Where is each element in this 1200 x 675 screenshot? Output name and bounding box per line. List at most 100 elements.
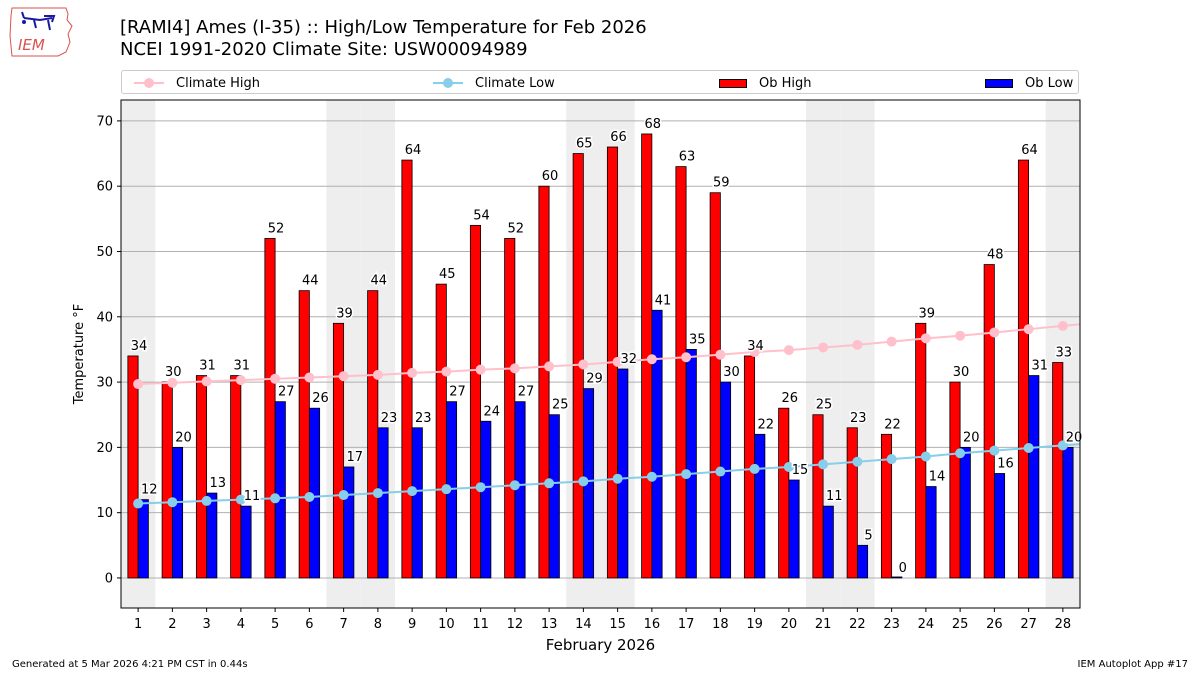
ob-low-data-label: 30: [723, 365, 740, 380]
ob-low-data-label: 20: [1066, 430, 1083, 445]
climate-low-point: [235, 494, 246, 505]
climate-high-point: [1023, 324, 1034, 335]
ob-high-bar: [332, 322, 345, 579]
climate-low-point: [681, 469, 692, 480]
x-tick-label: 25: [952, 617, 969, 632]
climate-high-point: [578, 359, 589, 370]
climate-high-point: [441, 366, 452, 377]
climate-low-point: [955, 448, 966, 459]
ob-low-data-label: 23: [415, 411, 432, 426]
x-tick-label: 3: [202, 617, 210, 632]
ob-low-data-label: 20: [175, 430, 192, 445]
weekend-shade: [1045, 100, 1080, 608]
ob-low-data-label: 29: [586, 372, 603, 387]
ob-low-bar: [822, 505, 834, 579]
legend-label: Climate High: [176, 75, 261, 91]
ob-high-data-label: 33: [1055, 345, 1072, 360]
weekend-shade: [326, 100, 361, 608]
ob-high-data-label: 34: [747, 339, 764, 354]
x-tick-label: 10: [438, 617, 455, 632]
climate-high-point: [715, 349, 726, 360]
climate-high-point: [852, 339, 863, 350]
x-tick-label: 1: [134, 617, 142, 632]
ob-low-data-label: 25: [552, 398, 569, 413]
ob-low-bar: [137, 499, 149, 579]
ob-high-data-label: 31: [233, 359, 250, 374]
x-axis-label: February 2026: [546, 636, 655, 654]
ob-high-data-label: 45: [439, 267, 456, 282]
legend-item-ob-low: Ob Low: [985, 74, 1073, 92]
x-tick-label: 18: [712, 617, 729, 632]
ob-high-bar: [264, 238, 276, 579]
ob-low-data-label: 27: [518, 385, 535, 400]
ob-low-bar: [891, 576, 903, 579]
x-tick-label: 28: [1055, 617, 1072, 632]
x-tick-label: 11: [472, 617, 489, 632]
ob-high-data-label: 39: [918, 306, 935, 321]
chart-legend: Climate High Climate Low Ob High Ob Low: [121, 70, 1079, 94]
ob-low-bar: [1062, 446, 1074, 579]
climate-high-line-icon: [134, 74, 164, 92]
ob-high-data-label: 52: [507, 221, 524, 236]
climate-low-point: [783, 461, 794, 472]
ob-high-data-label: 44: [302, 274, 319, 289]
ob-low-data-label: 35: [689, 332, 706, 347]
ob-high-data-label: 30: [165, 365, 182, 380]
y-tick-label: 30: [96, 376, 113, 391]
ob-high-data-label: 54: [473, 208, 490, 223]
climate-high-point: [167, 377, 178, 388]
title-line-2: NCEI 1991-2020 Climate Site: USW00094989: [120, 39, 528, 60]
ob-high-bar: [915, 322, 927, 579]
climate-high-point: [886, 336, 897, 347]
ob-low-swatch-icon: [985, 78, 1013, 88]
y-tick-label: 0: [105, 571, 113, 586]
ob-high-bar: [367, 290, 379, 579]
climate-low-point: [749, 463, 760, 474]
ob-low-bar: [308, 407, 321, 579]
climate-high-point: [783, 345, 794, 356]
ob-low-bar: [617, 368, 629, 579]
x-tick-label: 19: [746, 617, 763, 632]
ob-high-bar: [435, 283, 447, 579]
ob-low-bar: [788, 479, 800, 579]
ob-high-swatch-icon: [719, 78, 747, 88]
climate-low-point: [475, 482, 486, 493]
x-tick-label: 27: [1020, 617, 1037, 632]
weekend-shade: [806, 100, 841, 608]
climate-low-point: [612, 473, 623, 484]
x-tick-label: 24: [918, 617, 935, 632]
x-tick-label: 8: [374, 617, 382, 632]
legend-label: Climate Low: [475, 75, 555, 91]
climate-high-point: [1057, 320, 1068, 331]
climate-high-point: [818, 342, 829, 353]
y-tick-label: 60: [96, 180, 113, 195]
weekend-shade: [566, 100, 601, 608]
ob-low-bar: [1028, 375, 1040, 579]
climate-low-point: [270, 493, 281, 504]
ob-low-data-label: 16: [997, 456, 1014, 471]
x-tick-label: 9: [408, 617, 416, 632]
x-tick-label: 23: [883, 617, 900, 632]
climate-low-point: [818, 459, 829, 470]
ob-high-data-label: 34: [131, 339, 148, 354]
ob-high-bar: [127, 355, 139, 579]
y-axis-label: Temperature °F: [72, 304, 87, 405]
climate-high-point: [509, 363, 520, 374]
ob-high-data-label: 26: [781, 391, 798, 406]
ob-high-data-label: 63: [679, 150, 696, 165]
ob-low-data-label: 12: [141, 483, 158, 498]
weekend-shade: [840, 100, 875, 608]
ob-low-data-label: 32: [620, 352, 637, 367]
legend-item-ob-high: Ob High: [719, 74, 812, 92]
logo-text: IEM: [18, 36, 45, 54]
climate-high-point: [612, 356, 623, 367]
x-tick-label: 12: [507, 617, 524, 632]
climate-high-point: [681, 352, 692, 363]
climate-low-point: [304, 491, 315, 502]
ob-low-data-label: 24: [483, 404, 500, 419]
climate-low-point: [167, 497, 178, 508]
ob-low-data-label: 23: [381, 411, 398, 426]
ob-low-bar: [377, 427, 389, 579]
y-tick-label: 70: [96, 114, 113, 129]
